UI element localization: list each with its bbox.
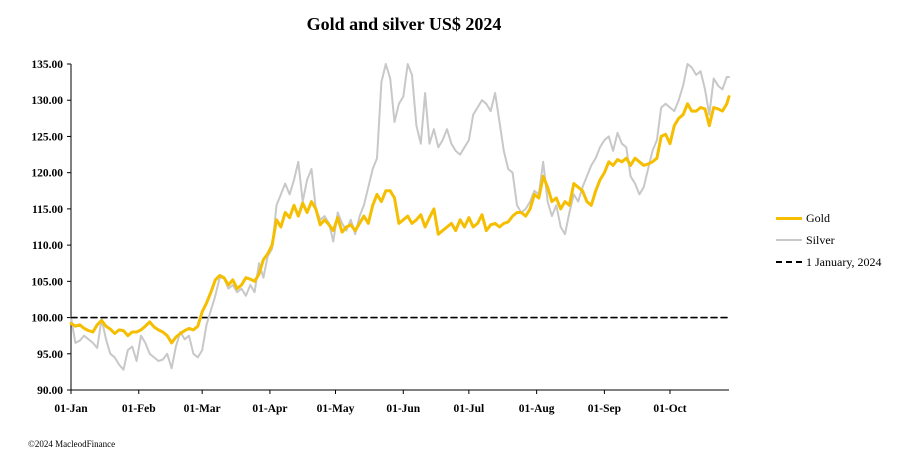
copyright-text: ©2024 MacleodFinance bbox=[28, 439, 116, 449]
x-tick-label: 01-Jan bbox=[54, 403, 88, 415]
y-tick-label: 135.00 bbox=[31, 59, 63, 71]
legend-label-gold: Gold bbox=[806, 210, 830, 225]
legend-label-silver: Silver bbox=[806, 232, 835, 247]
x-tick-label: 01-Aug bbox=[519, 403, 555, 415]
chart-axes: 90.00 95.00 100.00 105.00 110.00 115.00 120.00… bbox=[31, 59, 729, 415]
x-tick-label: 01-Feb bbox=[122, 403, 156, 415]
legend-item-gold: Gold bbox=[776, 207, 882, 229]
legend-swatch-gold bbox=[776, 216, 802, 220]
y-tick-label: 130.00 bbox=[31, 95, 63, 107]
legend-item-silver: Silver bbox=[776, 229, 882, 251]
series-line-silver bbox=[70, 63, 730, 371]
legend-label-baseline: 1 January, 2024 bbox=[806, 254, 882, 269]
y-tick-label: 95.00 bbox=[37, 349, 63, 361]
x-tick-label: 01-Mar bbox=[184, 403, 221, 415]
legend-item-baseline: 1 January, 2024 bbox=[776, 251, 882, 273]
series-line-gold bbox=[69, 95, 731, 345]
y-tick-label: 120.00 bbox=[31, 168, 63, 180]
legend-swatch-silver bbox=[776, 239, 802, 241]
y-tick-label: 125.00 bbox=[31, 131, 63, 143]
x-tick-label: 01-May bbox=[317, 403, 355, 415]
x-tick-label: 01-Oct bbox=[653, 403, 686, 415]
legend-swatch-baseline bbox=[776, 261, 802, 263]
y-tick-label: 105.00 bbox=[31, 276, 63, 288]
chart-series bbox=[69, 63, 731, 371]
x-tick-label: 01-Jul bbox=[454, 403, 485, 415]
y-tick-label: 115.00 bbox=[32, 204, 63, 216]
x-tick-label: 01-Apr bbox=[252, 403, 287, 415]
y-tick-label: 90.00 bbox=[37, 385, 63, 397]
chart-title: Gold and silver US$ 2024 bbox=[306, 14, 502, 34]
chart-legend: Gold Silver 1 January, 2024 bbox=[776, 207, 882, 273]
y-tick-label: 110.00 bbox=[32, 240, 63, 252]
x-tick-label: 01-Jun bbox=[386, 403, 420, 415]
x-tick-label: 01-Sep bbox=[588, 403, 621, 415]
y-tick-label: 100.00 bbox=[31, 313, 63, 325]
